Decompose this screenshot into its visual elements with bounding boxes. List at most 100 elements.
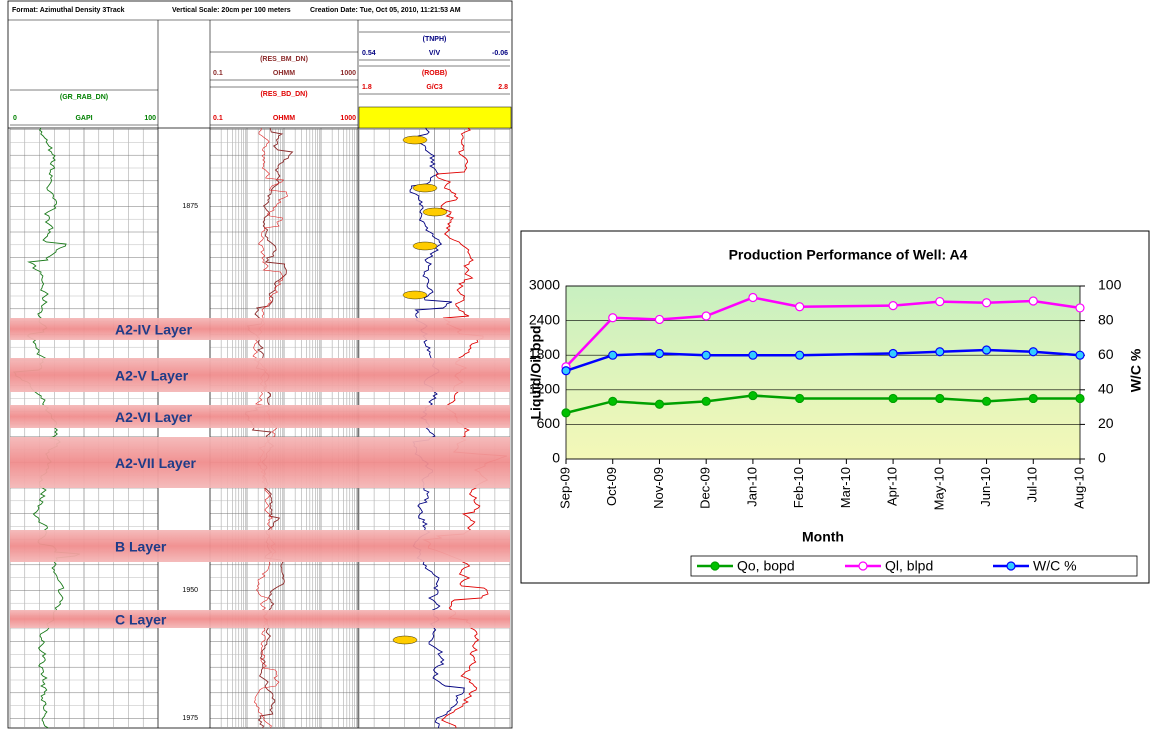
layer-band: [10, 405, 510, 428]
well-log: Format: Azimuthal Density 3Track Vertica…: [7, 0, 513, 729]
point: [654, 348, 665, 359]
density-fill: [402, 290, 428, 300]
curve-max: 2.8: [498, 84, 508, 91]
legend-label: W/C %: [1033, 558, 1077, 574]
point: [748, 390, 758, 401]
layer-label: B Layer: [115, 539, 167, 555]
x-tick-label: Jul-10: [1025, 467, 1040, 502]
y-axis-label: Liquid/Oil bpd: [528, 325, 544, 419]
point: [1075, 350, 1085, 360]
format: Format: Azimuthal Density 3Track: [12, 7, 125, 14]
y2-tick-label: 80: [1098, 311, 1114, 327]
chart: Production Performance of Well: A4 06001…: [520, 230, 1150, 584]
legend-label: Ql, blpd: [885, 558, 933, 574]
point: [935, 393, 945, 404]
depth-label: 1950: [182, 587, 198, 594]
point: [795, 393, 805, 404]
curve-name: (TNPH): [423, 36, 447, 43]
point: [561, 408, 571, 418]
fill-legend: [358, 106, 512, 129]
plot-area: [565, 285, 1081, 460]
x-tick-label: Sep-09: [557, 467, 572, 509]
point: [981, 298, 992, 308]
legend-marker: [858, 561, 868, 571]
layer-band: [10, 318, 510, 340]
y-tick-label: 3000: [529, 277, 560, 293]
point: [888, 301, 898, 311]
curve-min: 0: [13, 115, 17, 122]
layer-label: A2-VI Layer: [115, 409, 193, 425]
point: [981, 396, 992, 406]
layer-label: C Layer: [115, 612, 167, 628]
y-tick-label: 2400: [529, 311, 560, 327]
x-tick-label: Dec-09: [698, 467, 713, 509]
point: [795, 350, 805, 360]
layer-band: [10, 437, 510, 488]
curve-max: 100: [144, 115, 156, 122]
curve-max: 1000: [340, 70, 356, 77]
layer-label: A2-V Layer: [115, 368, 189, 384]
curve-name: (ROBB): [422, 70, 447, 77]
point: [888, 393, 898, 404]
density-fill: [412, 183, 438, 193]
legend-marker: [710, 561, 720, 571]
y-tick-label: 1200: [529, 381, 560, 397]
curve-unit: OHMM: [273, 70, 295, 77]
x-tick-label: Oct-09: [604, 467, 619, 506]
depth-label: 1975: [182, 715, 198, 722]
layer-band: [10, 530, 510, 562]
created: Creation Date: Tue, Oct 05, 2010, 11:21:…: [310, 7, 461, 14]
x-tick-label: Feb-10: [791, 467, 806, 508]
curve-max: -0.06: [492, 50, 508, 57]
legend-label: Qo, bopd: [737, 558, 795, 574]
x-axis-label: Month: [802, 529, 844, 545]
y2-tick-label: 100: [1098, 277, 1122, 293]
curve-min: 1.8: [362, 84, 372, 91]
x-tick-label: Apr-10: [885, 467, 900, 506]
point: [608, 313, 618, 323]
point: [981, 345, 992, 355]
density-fill: [422, 207, 448, 217]
point: [748, 350, 758, 360]
y2-tick-label: 0: [1098, 450, 1106, 466]
y-tick-label: 1800: [529, 346, 560, 362]
layer-band: [10, 358, 510, 392]
y2-tick-label: 60: [1098, 346, 1114, 362]
curve-unit: OHMM: [273, 115, 295, 122]
curve-unit: G/C3: [426, 84, 442, 91]
point: [561, 366, 571, 376]
y-tick-label: 600: [537, 415, 561, 431]
curve-min: 0.54: [362, 50, 376, 57]
point: [1075, 303, 1085, 313]
point: [1028, 296, 1038, 306]
point: [888, 348, 898, 359]
x-tick-label: Jun-10: [978, 467, 993, 507]
layer-band: [10, 610, 510, 628]
point: [701, 396, 711, 406]
curve-unit: V/V: [429, 50, 441, 57]
y2-axis-label: W/C %: [1128, 348, 1144, 392]
point: [795, 302, 805, 312]
point: [654, 314, 665, 325]
x-tick-label: Jan-10: [744, 467, 759, 507]
point: [748, 292, 758, 303]
legend-marker: [1006, 561, 1016, 571]
scale: Vertical Scale: 20cm per 100 meters: [172, 7, 291, 14]
x-tick-label: Nov-09: [651, 467, 666, 509]
point: [608, 350, 618, 360]
point: [1028, 393, 1038, 404]
legend-box: [690, 555, 1138, 577]
point: [701, 350, 711, 360]
curve-max: 1000: [340, 115, 356, 122]
y2-tick-label: 40: [1098, 381, 1114, 397]
point: [701, 311, 711, 321]
x-tick-label: Aug-10: [1071, 467, 1086, 509]
x-tick-label: Mar-10: [838, 467, 853, 508]
curve-min: 0.1: [213, 115, 223, 122]
density-fill: [402, 135, 428, 145]
density-fill: [412, 241, 438, 251]
layer-label: A2-VII Layer: [115, 455, 196, 471]
point: [1075, 393, 1085, 404]
curve-min: 0.1: [213, 70, 223, 77]
